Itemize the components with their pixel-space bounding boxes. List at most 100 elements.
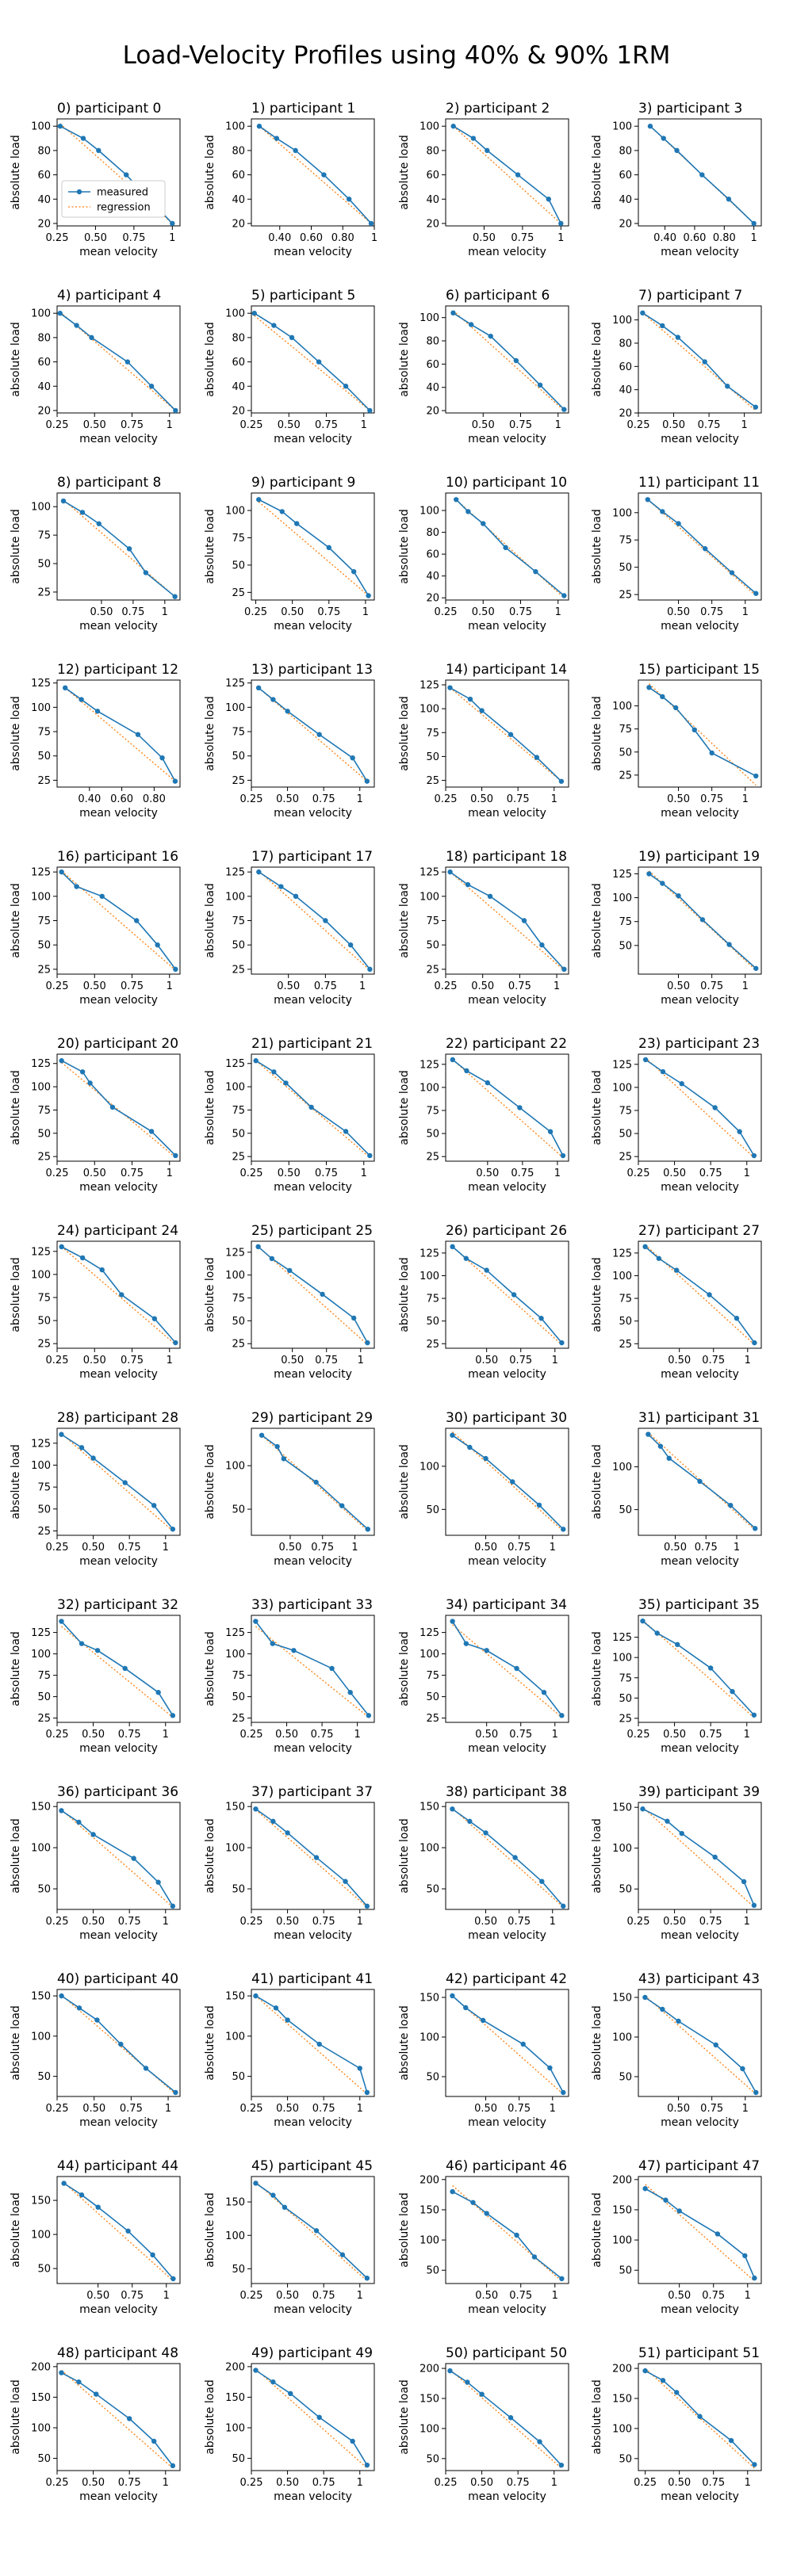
measured-point <box>640 1806 646 1812</box>
y-tick-label: 100 <box>225 702 245 714</box>
measured-point <box>672 705 679 711</box>
measured-point <box>484 1648 489 1653</box>
y-axis-label: absolute load <box>398 1444 411 1519</box>
y-tick-label: 50 <box>619 940 632 952</box>
y-tick-label: 50 <box>232 1884 245 1896</box>
measured-point <box>666 1455 672 1462</box>
measured-point <box>660 509 665 514</box>
x-tick-label: 1 <box>734 1542 740 1554</box>
y-tick-label: 25 <box>232 775 245 787</box>
x-tick-label: 0.50 <box>281 606 304 618</box>
measured-point <box>646 871 652 877</box>
subplot-0: 0) participant 0 0.25 0.50 0.75 1 20 40 60 80 100… <box>10 101 181 258</box>
x-tick-label: 0.50 <box>277 980 300 992</box>
measured-point <box>57 124 63 129</box>
x-tick-label: 0.25 <box>240 1729 263 1741</box>
regression-line <box>255 1626 370 1718</box>
subplot-title: 19) participant 19 <box>638 849 760 865</box>
x-tick-label: 0.25 <box>244 606 267 618</box>
y-tick-label: 25 <box>232 1152 245 1164</box>
x-tick-label: 0.50 <box>275 1729 298 1741</box>
measured-point <box>467 1444 473 1450</box>
subplot-26: 26) participant 260.50 0.75 1255075100125m… <box>398 1223 569 1381</box>
measured-point <box>173 966 178 973</box>
y-tick-label: 100 <box>31 702 51 714</box>
x-tick-label: 0.75 <box>511 1168 534 1179</box>
y-tick-label: 50 <box>37 2264 51 2276</box>
x-tick-label: 1 <box>169 232 175 244</box>
measured-point <box>79 1255 86 1261</box>
subplot-title: 37) participant 37 <box>251 1784 373 1800</box>
y-tick-label: 100 <box>225 1649 245 1661</box>
axes-frame <box>445 1240 569 1349</box>
axes-frame <box>445 305 569 414</box>
measured-point <box>660 694 665 700</box>
measured-point <box>366 1713 372 1718</box>
x-tick-label: 1 <box>371 232 377 244</box>
measured-line <box>450 686 562 782</box>
y-tick-label: 50 <box>619 2265 632 2277</box>
measured-point <box>725 384 730 389</box>
axes-frame <box>56 305 181 414</box>
measured-point <box>510 1479 515 1485</box>
y-tick-label: 150 <box>612 1802 632 1814</box>
x-tick-label: 1 <box>550 1916 556 1928</box>
measured-point <box>155 1690 161 1695</box>
x-tick-label: 0.75 <box>118 2477 141 2489</box>
axes-frame <box>251 1615 375 1723</box>
y-axis-label: absolute load <box>10 1070 22 1145</box>
measured-line <box>61 1060 176 1156</box>
x-tick-label: 0.50 <box>278 1168 301 1179</box>
y-tick-label: 50 <box>37 1691 51 1703</box>
x-tick-label: 0.75 <box>312 793 335 805</box>
y-tick-label: 50 <box>37 2453 51 2465</box>
y-tick-label: 40 <box>37 194 51 206</box>
measured-point <box>559 2276 565 2282</box>
measured-point <box>642 2368 648 2374</box>
measured-point <box>343 1878 348 1884</box>
y-tick-label: 50 <box>232 2453 245 2465</box>
y-tick-label: 150 <box>612 1993 632 2005</box>
y-tick-label: 100 <box>31 1082 51 1094</box>
y-tick-label: 100 <box>31 121 51 133</box>
measured-point <box>256 869 262 875</box>
measured-point <box>59 1808 64 1814</box>
measured-point <box>80 136 86 141</box>
regression-line <box>645 2184 755 2282</box>
measured-point <box>316 2041 322 2047</box>
measured-line <box>255 1808 368 1907</box>
measured-line <box>255 2369 368 2466</box>
y-tick-label: 200 <box>612 2364 632 2375</box>
subplot-51: 51) participant 510.25 0.50 0.75 1501001502… <box>591 2345 762 2503</box>
x-tick-label: 1 <box>744 1168 750 1179</box>
axes-frame <box>445 1053 569 1162</box>
measured-point <box>350 2438 355 2444</box>
subplot-13: 13) participant 130.25 0.50 0.75 1255075100… <box>204 662 375 820</box>
measured-point <box>74 323 79 328</box>
y-tick-label: 40 <box>619 194 632 206</box>
axes-frame <box>56 1802 181 1910</box>
legend-measured-marker <box>76 189 82 195</box>
y-tick-label: 50 <box>619 1884 632 1896</box>
regression-line <box>255 1995 368 2095</box>
axes-frame <box>638 118 762 227</box>
y-tick-label: 100 <box>612 1462 632 1473</box>
measured-point <box>709 750 714 756</box>
x-tick-label: 1 <box>167 980 173 992</box>
subplot-38: 38) participant 380.50 0.75 150100150mean … <box>398 1784 569 1942</box>
measured-point <box>541 1690 547 1695</box>
measured-point <box>59 869 64 875</box>
measured-line <box>255 2182 368 2279</box>
y-tick-label: 50 <box>426 1129 439 1141</box>
measured-point <box>122 1480 128 1485</box>
y-axis-label: absolute load <box>10 1631 22 1707</box>
y-tick-label: 40 <box>426 571 439 583</box>
measured-point <box>94 709 101 714</box>
measured-point <box>753 2089 759 2096</box>
x-axis-label: mean velocity <box>468 620 546 633</box>
measured-line <box>453 312 565 411</box>
measured-point <box>753 965 759 971</box>
y-tick-label: 125 <box>31 1058 51 1070</box>
y-tick-label: 50 <box>37 940 51 952</box>
y-tick-label: 25 <box>619 1339 632 1351</box>
